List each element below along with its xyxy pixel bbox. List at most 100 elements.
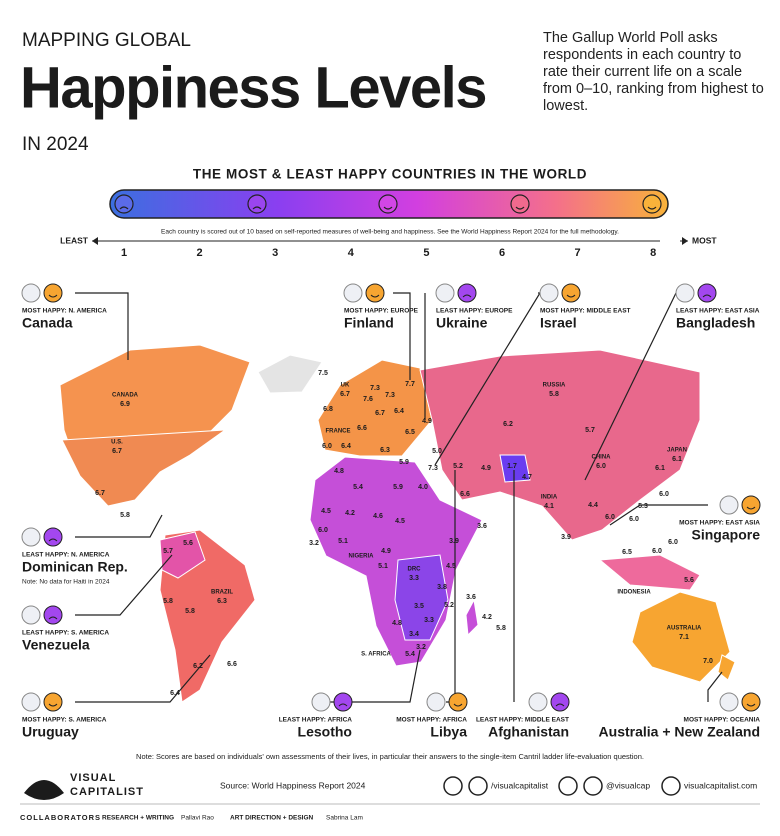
connector [75, 514, 163, 538]
country-score: 5.9 [399, 459, 409, 466]
face-mouth [48, 616, 58, 620]
country-score: 4.5 [321, 508, 331, 515]
madagascar [465, 598, 479, 637]
kicker: MAPPING GLOBAL [22, 30, 191, 51]
country-score: 6.8 [323, 406, 333, 413]
new-zealand [717, 654, 736, 681]
country-score: 5.7 [585, 427, 595, 434]
callout-note: Note: No data for Haiti in 2024 [22, 579, 110, 586]
country-score: 4.7 [522, 474, 532, 481]
callout-country: Ukraine [436, 315, 488, 331]
face-mouth [453, 703, 463, 707]
flag-icon [21, 527, 41, 547]
face-mouth [566, 294, 576, 298]
scale-tick: 2 [197, 247, 203, 259]
country-score: 6.0 [659, 491, 669, 498]
website[interactable]: visualcapitalist.com [684, 780, 757, 790]
country-score: 6.2 [503, 421, 513, 428]
country-name: NIGERIA [348, 554, 374, 560]
greenland [257, 354, 323, 394]
country-score: 6.4 [341, 443, 351, 450]
youtube-icon[interactable] [468, 776, 488, 796]
face-icon [43, 527, 63, 547]
country-score: 6.6 [460, 491, 470, 498]
country-name: RUSSIA [543, 383, 566, 389]
twitter-icon[interactable] [558, 776, 578, 796]
country-score: 4.6 [373, 513, 383, 520]
country-score: 3.2 [309, 540, 319, 547]
callout-label: MOST HAPPY: EAST ASIA [679, 520, 760, 527]
country-score: 6.6 [227, 661, 237, 668]
instagram-icon[interactable] [583, 776, 603, 796]
face-icon [365, 283, 385, 303]
country-score: 1.7 [507, 463, 517, 470]
scale-faces [114, 194, 662, 214]
country-score: 3.6 [466, 594, 476, 601]
callout-label: MOST HAPPY: MIDDLE EAST [540, 308, 631, 315]
scale-tick: 3 [272, 247, 278, 259]
country-score: 7.5 [318, 370, 328, 377]
callout-country: Australia + New Zealand [599, 724, 760, 740]
country-score: 6.4 [394, 408, 404, 415]
callout-label: MOST HAPPY: S. AMERICA [22, 717, 107, 724]
country-score: 6.7 [112, 448, 122, 455]
country-name: CANADA [112, 393, 139, 399]
face [114, 194, 134, 214]
face-mouth [702, 294, 712, 298]
face-icon [457, 283, 477, 303]
scale-tick: 6 [499, 247, 505, 259]
flag-icon [719, 692, 739, 712]
callout-label: MOST HAPPY: N. AMERICA [22, 308, 107, 315]
face [378, 194, 398, 214]
country-score: 4.9 [481, 465, 491, 472]
face-icon [43, 605, 63, 625]
flag-icon [21, 605, 41, 625]
country-name: DRC [408, 567, 422, 573]
callout-country: Bangladesh [676, 315, 755, 331]
country-score: 3.2 [416, 644, 426, 651]
central-africa [394, 554, 449, 641]
world-map [59, 344, 736, 703]
country-name: CHINA [592, 455, 612, 461]
country-score: 3.3 [424, 617, 434, 624]
source: Source: World Happiness Report 2024 [220, 780, 366, 790]
social1[interactable]: /visualcapitalist [491, 780, 549, 790]
map-labels: CANADA 6.9 U.S. 6.7 6.7 5.8 5.6 5.7 5.8 5.8 BRAZIL… [95, 370, 713, 697]
callout-label: LEAST HAPPY: MIDDLE EAST [476, 717, 569, 724]
country-name: BRAZIL [211, 590, 233, 596]
logo: VISUAL CAPITALIST [24, 772, 143, 800]
collaborators: COLLABORATORS [20, 813, 101, 822]
connector [330, 649, 421, 703]
country-score: 5.1 [338, 538, 348, 545]
callout-label: LEAST HAPPY: N. AMERICA [22, 552, 110, 559]
social2[interactable]: @visualcap [606, 780, 650, 790]
country-score: 4.1 [544, 503, 554, 510]
country-score: 6.0 [668, 539, 678, 546]
title: Happiness Levels [20, 55, 486, 120]
country-name: FRANCE [326, 429, 351, 435]
facebook-icon[interactable] [443, 776, 463, 796]
year: IN 2024 [22, 134, 89, 155]
callout-country: Israel [540, 315, 577, 331]
country-name: INDIA [541, 495, 558, 501]
country-score: 5.6 [183, 540, 193, 547]
web-icon[interactable] [661, 776, 681, 796]
flag-icon [426, 692, 446, 712]
country-score: 3.9 [561, 534, 571, 541]
flag-icon [539, 283, 559, 303]
country-score: 7.6 [363, 396, 373, 403]
country-score: 7.0 [703, 658, 713, 665]
scale-tick: 1 [121, 247, 127, 259]
europe [317, 359, 433, 457]
callout-country: Venezuela [22, 637, 90, 653]
country-score: 5.6 [684, 577, 694, 584]
country-score: 4.9 [422, 418, 432, 425]
callout-country: Canada [22, 315, 73, 331]
country-score: 7.3 [370, 385, 380, 392]
face-mouth [252, 206, 262, 210]
country-name: UK [341, 383, 350, 389]
country-score: 6.5 [622, 549, 632, 556]
country-score: 6.6 [357, 425, 367, 432]
country-score: 6.2 [193, 663, 203, 670]
